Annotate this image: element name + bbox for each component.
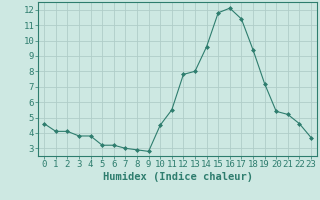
X-axis label: Humidex (Indice chaleur): Humidex (Indice chaleur) bbox=[103, 172, 252, 182]
